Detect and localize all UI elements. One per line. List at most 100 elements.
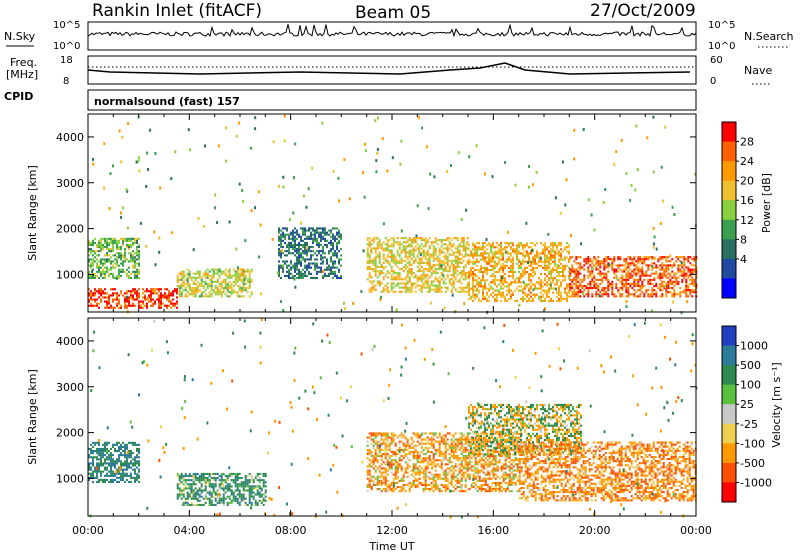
data-cell bbox=[409, 291, 411, 293]
data-cell bbox=[468, 290, 470, 292]
data-cell bbox=[369, 478, 371, 480]
data-cell bbox=[629, 256, 631, 258]
data-cell bbox=[571, 293, 573, 295]
data-cell bbox=[667, 260, 669, 262]
data-cell bbox=[399, 247, 401, 249]
data-cell bbox=[116, 260, 118, 262]
data-cell bbox=[377, 256, 379, 258]
data-cell bbox=[201, 492, 203, 494]
data-cell bbox=[130, 273, 132, 275]
data-cell bbox=[158, 301, 160, 303]
data-cell bbox=[108, 464, 110, 466]
data-cell bbox=[227, 285, 229, 287]
data-cell bbox=[577, 273, 579, 275]
data-cell bbox=[492, 246, 494, 248]
data-cell bbox=[687, 260, 689, 262]
data-cell bbox=[607, 281, 609, 283]
data-cell bbox=[587, 269, 589, 271]
data-cell bbox=[379, 274, 381, 276]
data-cell bbox=[282, 269, 284, 271]
data-cell bbox=[498, 263, 500, 265]
data-cell bbox=[116, 294, 118, 296]
data-cell bbox=[407, 276, 409, 278]
data-cell bbox=[465, 291, 467, 293]
data-cell bbox=[389, 447, 391, 449]
data-cell bbox=[286, 271, 288, 273]
data-cell bbox=[126, 469, 128, 471]
data-cell bbox=[148, 301, 150, 303]
data-cell bbox=[288, 250, 290, 252]
data-cell bbox=[546, 261, 548, 263]
data-cell bbox=[294, 271, 296, 273]
data-cell bbox=[655, 283, 657, 285]
data-cell bbox=[472, 244, 474, 246]
data-cell bbox=[150, 288, 152, 290]
data-cell bbox=[98, 271, 100, 273]
data-cell bbox=[472, 255, 474, 257]
data-cell bbox=[263, 473, 265, 475]
data-cell bbox=[484, 242, 486, 244]
data-cell bbox=[244, 278, 246, 281]
data-cell bbox=[320, 263, 322, 265]
data-cell bbox=[110, 448, 112, 450]
data-cell bbox=[138, 277, 140, 279]
data-cell bbox=[417, 276, 419, 278]
data-cell bbox=[665, 275, 667, 277]
data-cell bbox=[191, 279, 193, 281]
data-cell bbox=[673, 262, 675, 264]
data-cell bbox=[599, 275, 601, 277]
data-cell bbox=[472, 273, 474, 275]
data-cell bbox=[518, 281, 520, 283]
data-cell bbox=[548, 250, 550, 252]
data-cell bbox=[251, 475, 253, 477]
data-cell bbox=[595, 285, 597, 287]
data-cell bbox=[374, 119, 376, 122]
data-cell bbox=[550, 298, 552, 300]
data-cell bbox=[534, 285, 536, 287]
data-cell bbox=[375, 478, 377, 480]
data-cell bbox=[575, 271, 577, 273]
data-cell bbox=[476, 144, 478, 147]
data-cell bbox=[496, 252, 498, 254]
data-cell bbox=[522, 244, 524, 246]
data-cell bbox=[310, 232, 312, 234]
data-cell bbox=[263, 475, 265, 477]
data-cell bbox=[158, 237, 160, 240]
data-cell bbox=[158, 294, 160, 296]
data-cell bbox=[225, 293, 227, 295]
data-cell bbox=[391, 461, 393, 463]
data-cell bbox=[451, 264, 453, 266]
data-cell bbox=[251, 293, 253, 295]
data-cell bbox=[689, 279, 691, 281]
data-cell bbox=[671, 295, 673, 297]
data-cell bbox=[603, 291, 605, 293]
data-cell bbox=[451, 262, 453, 264]
data-cell bbox=[621, 287, 623, 289]
data-cell bbox=[403, 457, 405, 459]
data-cell bbox=[90, 475, 92, 477]
data-cell bbox=[316, 277, 318, 279]
data-cell bbox=[140, 307, 142, 309]
data-cell bbox=[482, 257, 484, 259]
data-cell bbox=[296, 260, 298, 262]
data-cell bbox=[494, 252, 496, 254]
data-cell bbox=[611, 287, 613, 289]
data-cell bbox=[245, 479, 247, 481]
data-cell bbox=[338, 234, 340, 236]
data-cell bbox=[647, 295, 649, 297]
data-cell bbox=[484, 296, 486, 298]
data-cell bbox=[100, 242, 102, 244]
data-cell bbox=[577, 291, 579, 293]
data-cell bbox=[536, 267, 538, 269]
data-cell bbox=[152, 292, 154, 294]
data-cell bbox=[516, 277, 518, 279]
data-cell bbox=[463, 237, 465, 239]
data-cell bbox=[375, 256, 377, 258]
data-cell bbox=[265, 492, 267, 494]
data-cell bbox=[201, 489, 203, 491]
data-cell bbox=[253, 485, 255, 487]
data-cell bbox=[472, 271, 474, 273]
data-cell bbox=[427, 260, 429, 262]
data-cell bbox=[667, 285, 669, 287]
data-cell bbox=[92, 275, 94, 277]
